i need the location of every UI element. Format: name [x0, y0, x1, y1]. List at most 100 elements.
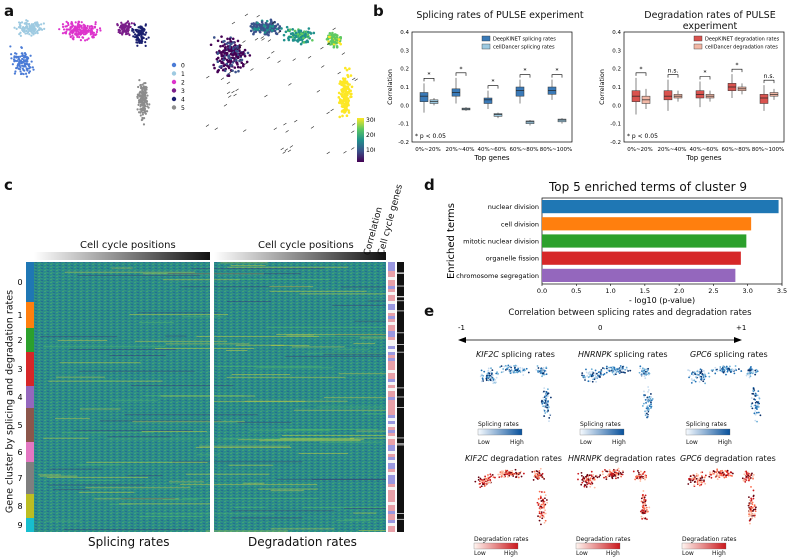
legend-label: 2: [181, 80, 185, 87]
heatmap-streak: [111, 399, 158, 401]
gene-map-cell: [726, 370, 729, 373]
gene-map-cell: [703, 372, 706, 375]
gene-map-cell: [546, 501, 549, 504]
umap-cell: [26, 56, 29, 59]
gene-map-cell: [491, 369, 494, 372]
velocity-cell: [326, 37, 330, 41]
gene-map-cell: [611, 476, 613, 479]
velocity-cell: [229, 64, 233, 67]
panel-label-e: e: [424, 302, 435, 320]
umap-cell: [24, 32, 27, 35]
gene-map-cell: [508, 472, 510, 475]
gene-map-cell: [504, 469, 507, 472]
gene-map-cell: [581, 478, 584, 481]
gene-map-cell: [690, 373, 693, 375]
umap-cell: [19, 26, 22, 29]
gene-map-cell: [644, 410, 646, 413]
umap-cell: [85, 27, 88, 30]
velocity-arrow: [330, 108, 334, 112]
correlation-cell: [388, 355, 395, 358]
correlation-cell: [388, 499, 395, 502]
correlation-cell: [388, 271, 395, 274]
gene-map-cell: [643, 375, 646, 378]
heatmap-streak: [291, 346, 345, 348]
velocity-cell: [347, 91, 350, 94]
velocity-cell: [254, 30, 258, 33]
gene-map-cell: [751, 472, 753, 475]
velocity-cell: [340, 110, 344, 113]
gene-map-cell: [517, 476, 520, 479]
gene-map-cell: [620, 371, 623, 374]
umap-cell: [121, 33, 124, 36]
gene-map-cell: [619, 369, 621, 372]
velocity-cell: [299, 42, 303, 46]
heatmap-streak: [109, 355, 166, 356]
umap-cell: [89, 29, 93, 32]
cluster-segment: [26, 328, 34, 352]
gene-map-cell: [642, 509, 645, 512]
gene-map-cell: [750, 474, 753, 476]
heatmap-streak: [298, 453, 349, 454]
gene-map-cell: [757, 394, 760, 397]
umap-cell: [135, 35, 139, 38]
gene-map-cell: [591, 475, 593, 478]
heatmap-streak: [359, 337, 386, 339]
velocity-cell: [270, 20, 273, 23]
correlation-title: Correlation between splicing rates and d…: [508, 308, 752, 318]
gene-map-cell: [548, 417, 551, 419]
gene-map-cell: [543, 500, 545, 503]
cell-cycle-bar-right: [214, 252, 386, 260]
gene-map-cell: [642, 402, 645, 405]
gene-map-cell: [531, 470, 534, 473]
umap-cell: [26, 58, 29, 61]
umap-cell: [43, 27, 46, 30]
gene-map-cell: [688, 369, 691, 372]
umap-cell: [88, 26, 91, 30]
umap-cell: [132, 35, 135, 38]
gene-map-cell: [541, 402, 544, 405]
gene-map-cell: [525, 367, 528, 370]
gene-map-cell: [495, 376, 498, 379]
velocity-cell: [311, 38, 314, 42]
gene-map-cell: [603, 476, 605, 479]
heatmap-streak: [195, 447, 291, 448]
umap-cell: [77, 30, 80, 33]
gene-map-cell: [723, 476, 726, 479]
umap-cell: [42, 22, 45, 25]
gene-map-cell: [754, 510, 757, 513]
velocity-cell: [306, 33, 310, 37]
gene-map-cell: [532, 479, 535, 481]
heatmap-streak: [230, 265, 266, 266]
heatmap-streak: [38, 474, 62, 476]
gene-map-cell: [613, 473, 616, 476]
gene-map-cell: [704, 382, 707, 385]
cell-cycle-gene-mark: [397, 351, 404, 353]
gene-map-cell: [491, 380, 494, 382]
gene-map-cell: [648, 372, 651, 375]
legend-label: 3: [181, 88, 185, 95]
gene-map-cell: [751, 517, 754, 519]
umap-cell: [99, 29, 102, 32]
gene-map-cell: [484, 483, 487, 486]
correlation-cell: [388, 451, 395, 454]
umap-cell: [138, 26, 141, 29]
gene-map-cell: [649, 407, 652, 410]
gene-map-cell: [621, 473, 624, 476]
heatmap-streak: [354, 320, 386, 322]
velocity-cell: [229, 52, 233, 56]
significance-bracket: [635, 72, 647, 76]
velocity-cell: [226, 37, 229, 41]
umap-cell: [139, 99, 142, 102]
umap-cell: [30, 34, 33, 37]
gene-map-cell: [521, 367, 524, 370]
degrad-cbar-title-3: Degradation rates: [682, 536, 737, 543]
gene-map-cell: [585, 368, 587, 371]
velocity-cell: [274, 32, 278, 35]
panel-e-umaps: -1 0 +1: [458, 324, 762, 550]
heatmap-streak: [55, 418, 90, 420]
gene-map-cell: [688, 477, 691, 480]
gene-map-cell: [751, 372, 754, 375]
gene-map-cell: [644, 504, 647, 507]
gene-map-cell: [752, 497, 755, 500]
